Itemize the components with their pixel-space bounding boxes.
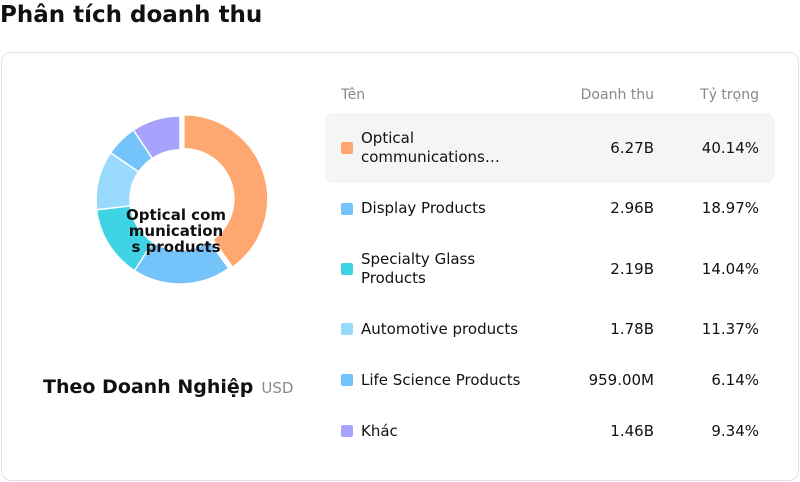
legend-swatch — [341, 142, 353, 154]
row-share: 40.14% — [701, 139, 759, 157]
row-name: Life Science Products — [361, 371, 521, 389]
legend-swatch — [341, 374, 353, 386]
donut-svg — [95, 114, 269, 285]
legend-swatch — [341, 203, 353, 215]
table-row-automotive[interactable]: Automotive products 1.78B 11.37% — [325, 304, 775, 355]
row-name: Optical communications products — [361, 129, 485, 166]
donut-slice-0[interactable] — [183, 114, 269, 269]
table-row-specialty-glass[interactable]: Specialty Glass Products 2.19B 14.04% — [325, 234, 775, 304]
row-share: 18.97% — [701, 199, 759, 217]
header-revenue: Doanh thu — [580, 87, 654, 103]
row-name: Display Products — [361, 199, 486, 217]
donut-center-label: Optical communications products — [126, 207, 226, 256]
row-share: 6.14% — [711, 371, 759, 389]
header-share: Tỷ trọng — [700, 87, 759, 103]
donut-chart — [80, 100, 280, 300]
table-row-display[interactable]: Display Products 2.96B 18.97% — [325, 183, 775, 234]
chart-caption: Theo Doanh Nghiệp USD — [43, 376, 293, 398]
legend-swatch — [341, 323, 353, 335]
row-share: 11.37% — [701, 320, 759, 338]
table-header: Tên Doanh thu Tỷ trọng — [325, 87, 775, 105]
table-row-life-science[interactable]: Life Science Products 959.00M 6.14% — [325, 355, 775, 406]
row-share: 14.04% — [701, 260, 759, 278]
table-row-other[interactable]: Khác 1.46B 9.34% — [325, 406, 775, 457]
caption-label: Theo Doanh Nghiệp — [43, 376, 254, 398]
row-name: Specialty Glass Products — [361, 250, 476, 287]
row-name: Khác — [361, 422, 398, 440]
row-revenue: 1.46B — [610, 422, 654, 440]
donut-slice-5[interactable] — [132, 115, 181, 160]
row-revenue: 6.27B — [610, 139, 654, 157]
row-revenue: 2.96B — [610, 199, 654, 217]
row-share: 9.34% — [711, 422, 759, 440]
row-revenue: 959.00M — [588, 371, 654, 389]
legend-swatch — [341, 263, 353, 275]
legend-swatch — [341, 425, 353, 437]
row-name: Automotive products — [361, 320, 519, 338]
row-revenue: 1.78B — [610, 320, 654, 338]
caption-unit: USD — [261, 379, 294, 397]
header-name: Tên — [341, 87, 366, 103]
page-title: Phân tích doanh thu — [0, 2, 263, 28]
row-revenue: 2.19B — [610, 260, 654, 278]
table-row-optical[interactable]: Optical communications products 6.27B 40… — [325, 113, 775, 183]
